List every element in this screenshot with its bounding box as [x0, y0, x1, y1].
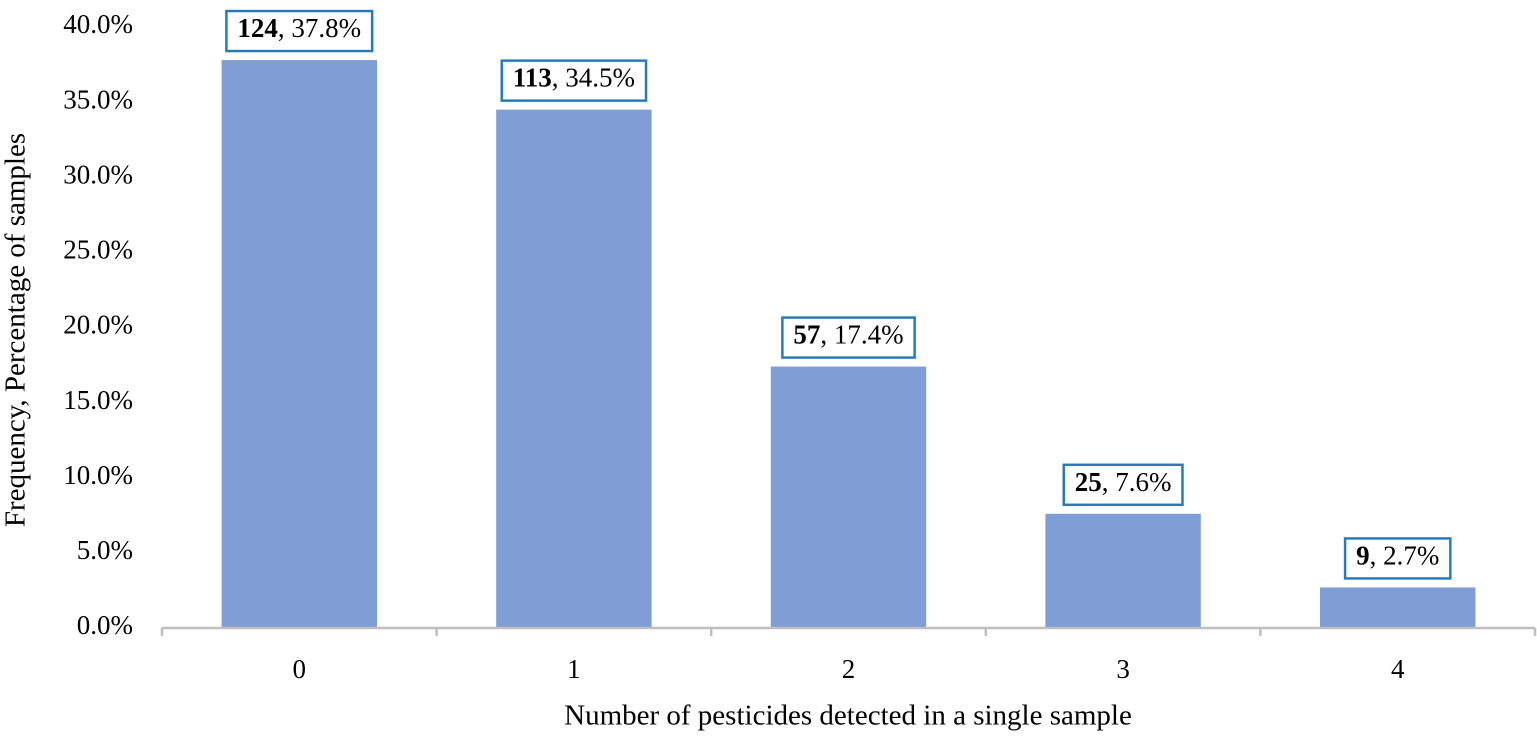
bar [1319, 587, 1476, 628]
data-label-box [225, 9, 374, 53]
x-tick-label: 4 [1391, 654, 1405, 684]
data-label-value: , 2.7% [1370, 541, 1440, 571]
data-label-value: , 7.6% [1102, 467, 1172, 497]
data-label-box [781, 316, 916, 359]
bar [1045, 513, 1201, 628]
data-label-box [1343, 537, 1452, 580]
data-label: 113, 34.5% [513, 63, 635, 93]
y-tick-label: 15.0% [63, 385, 133, 415]
data-label: 9, 2.7% [1356, 541, 1439, 571]
data-label-count: 124 [237, 13, 278, 43]
data-label: 124, 37.8% [237, 13, 361, 43]
data-label-count: 113 [513, 63, 552, 93]
x-tick-label: 0 [293, 654, 307, 684]
y-tick-label: 25.0% [63, 235, 133, 265]
data-label: 57, 17.4% [793, 320, 903, 350]
data-label-count: 9 [1356, 541, 1370, 571]
data-label-count: 57 [793, 320, 820, 350]
x-tick-label: 3 [1116, 654, 1130, 684]
data-label: 25, 7.6% [1075, 467, 1172, 497]
y-tick-label: 30.0% [63, 159, 133, 189]
x-tick-label: 1 [567, 654, 581, 684]
data-label-value: , 17.4% [820, 320, 903, 350]
y-tick-label: 35.0% [63, 84, 133, 114]
y-tick-label: 40.0% [63, 9, 133, 39]
data-label-value: , 37.8% [278, 13, 361, 43]
y-tick-label: 0.0% [77, 610, 133, 640]
data-label-box [1062, 463, 1184, 507]
bar [770, 366, 927, 628]
x-axis-title: Number of pesticides detected in a singl… [564, 700, 1132, 732]
y-tick-label: 10.0% [63, 460, 133, 490]
bar [221, 60, 378, 629]
data-label-box [500, 59, 648, 102]
x-tick-label: 2 [842, 654, 856, 684]
data-label-value: , 34.5% [552, 63, 635, 93]
y-axis-title: Frequency, Percentage of samples [0, 133, 32, 527]
bar [496, 109, 652, 628]
data-label-count: 25 [1075, 467, 1102, 497]
y-tick-label: 20.0% [63, 310, 133, 340]
y-tick-label: 5.0% [77, 535, 133, 565]
